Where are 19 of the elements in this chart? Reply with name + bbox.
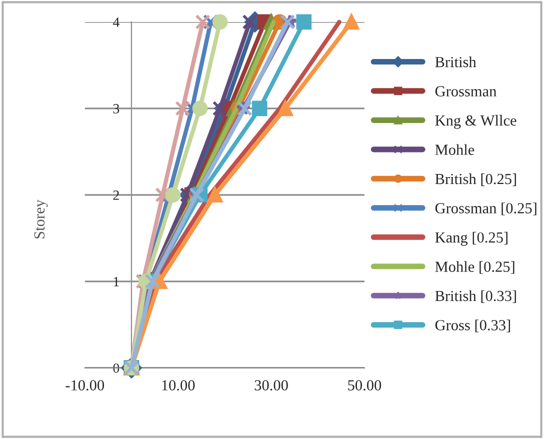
legend-label: Grossman [0.25] bbox=[435, 202, 536, 216]
legend-label: British [0.25] bbox=[435, 173, 516, 186]
legend-label: Grossman bbox=[435, 86, 496, 96]
legend-label: Mohle bbox=[435, 144, 474, 155]
x-tick-label: 30.00 bbox=[254, 380, 288, 391]
x-tick-label: 10.00 bbox=[162, 380, 195, 391]
y-tick-label: 2 bbox=[113, 190, 119, 200]
y-tick-label: 4 bbox=[112, 18, 120, 27]
legend-label: British bbox=[435, 56, 476, 68]
x-tick-label: -10.00 bbox=[66, 380, 104, 391]
legend-label: British [0.33] bbox=[435, 290, 516, 304]
legend-label: Kang [0.25] bbox=[435, 232, 508, 246]
legend-label: Gross [0.33] bbox=[435, 320, 510, 332]
legend-label: Mohle [0.25] bbox=[435, 261, 514, 274]
y-axis-title: Storey bbox=[34, 200, 48, 238]
legend-label: Kng & Wllce bbox=[435, 114, 516, 129]
y-tick-label: 1 bbox=[114, 277, 119, 286]
x-tick-label: 50.00 bbox=[348, 380, 382, 391]
y-tick-label: 3 bbox=[113, 104, 120, 114]
